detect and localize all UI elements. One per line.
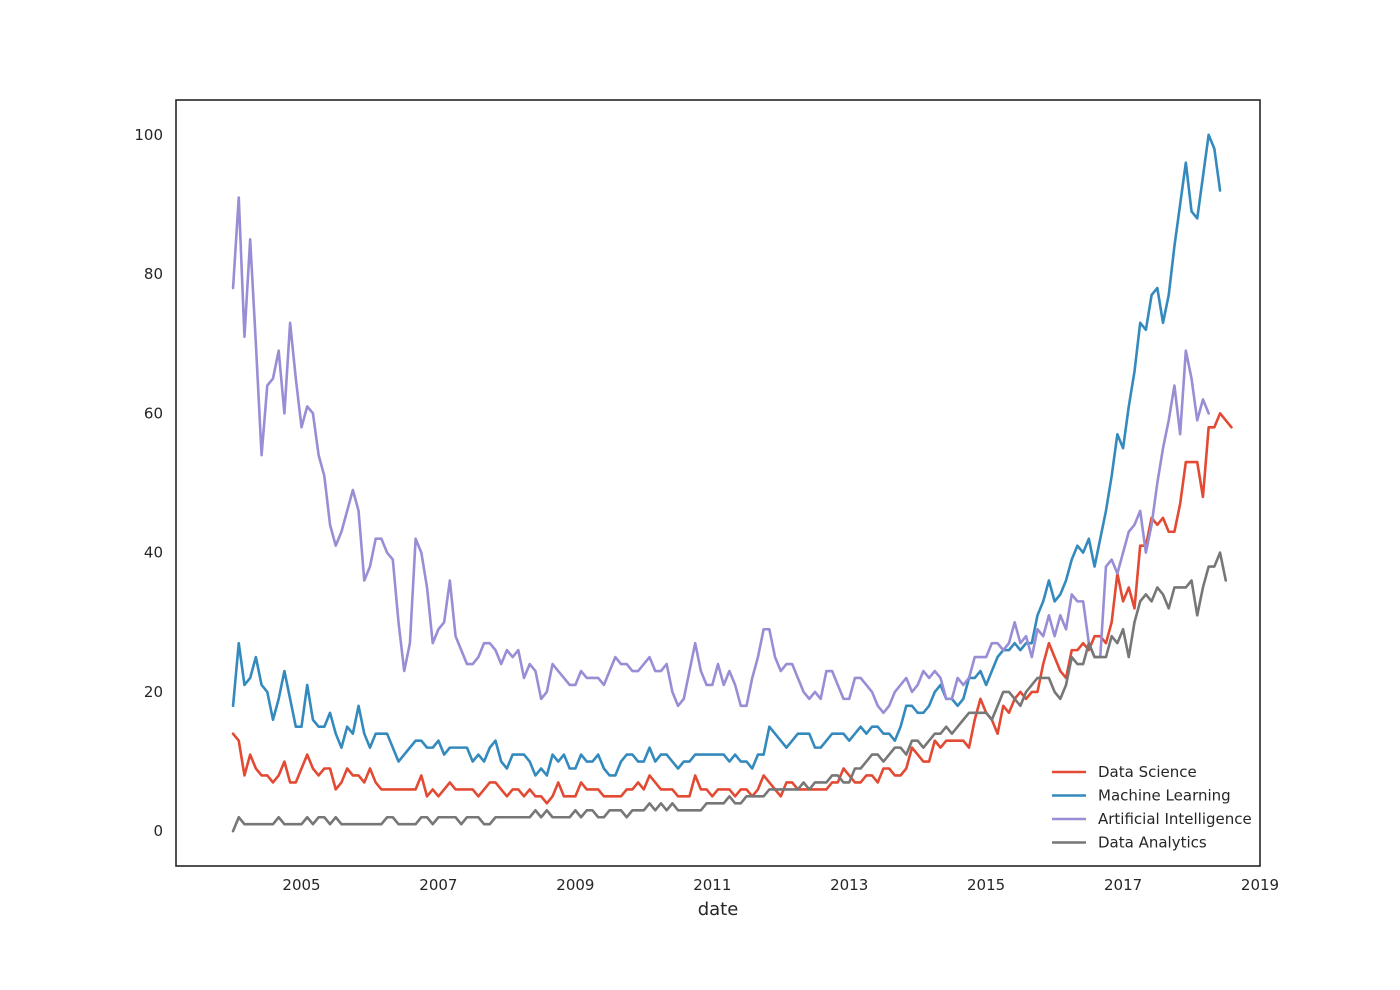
series-line-data-science [231,412,1233,805]
legend: Data Science Machine Learning Artificial I… [1052,763,1252,852]
series-line-data-analytics [231,551,1228,833]
x-tick-label: 2011 [693,876,731,894]
x-axis-ticks: 2005 2007 2009 2011 2013 2015 2017 2019 [282,876,1279,894]
x-tick-label: 2009 [556,876,594,894]
x-tick-label: 2015 [967,876,1005,894]
series-line-artificial-intelligence [231,196,1210,715]
y-tick-label: 0 [153,822,163,840]
series-line-machine-learning [231,133,1222,777]
x-tick-label: 2019 [1241,876,1279,894]
x-tick-label: 2005 [282,876,320,894]
y-tick-label: 40 [144,544,163,562]
y-tick-label: 20 [144,683,163,701]
series-lines [231,133,1233,833]
legend-label-machine-learning: Machine Learning [1098,787,1231,805]
legend-label-artificial-intelligence: Artificial Intelligence [1098,810,1252,828]
x-tick-label: 2017 [1104,876,1142,894]
x-tick-label: 2013 [830,876,868,894]
y-tick-label: 60 [144,404,163,422]
legend-label-data-science: Data Science [1098,763,1197,781]
y-tick-label: 80 [144,265,163,283]
y-axis-ticks: 0 20 40 60 80 100 [134,126,163,840]
y-tick-label: 100 [134,126,163,144]
legend-label-data-analytics: Data Analytics [1098,834,1207,852]
x-axis-label: date [698,899,739,920]
x-tick-label: 2007 [419,876,457,894]
plot-frame [175,99,1261,867]
